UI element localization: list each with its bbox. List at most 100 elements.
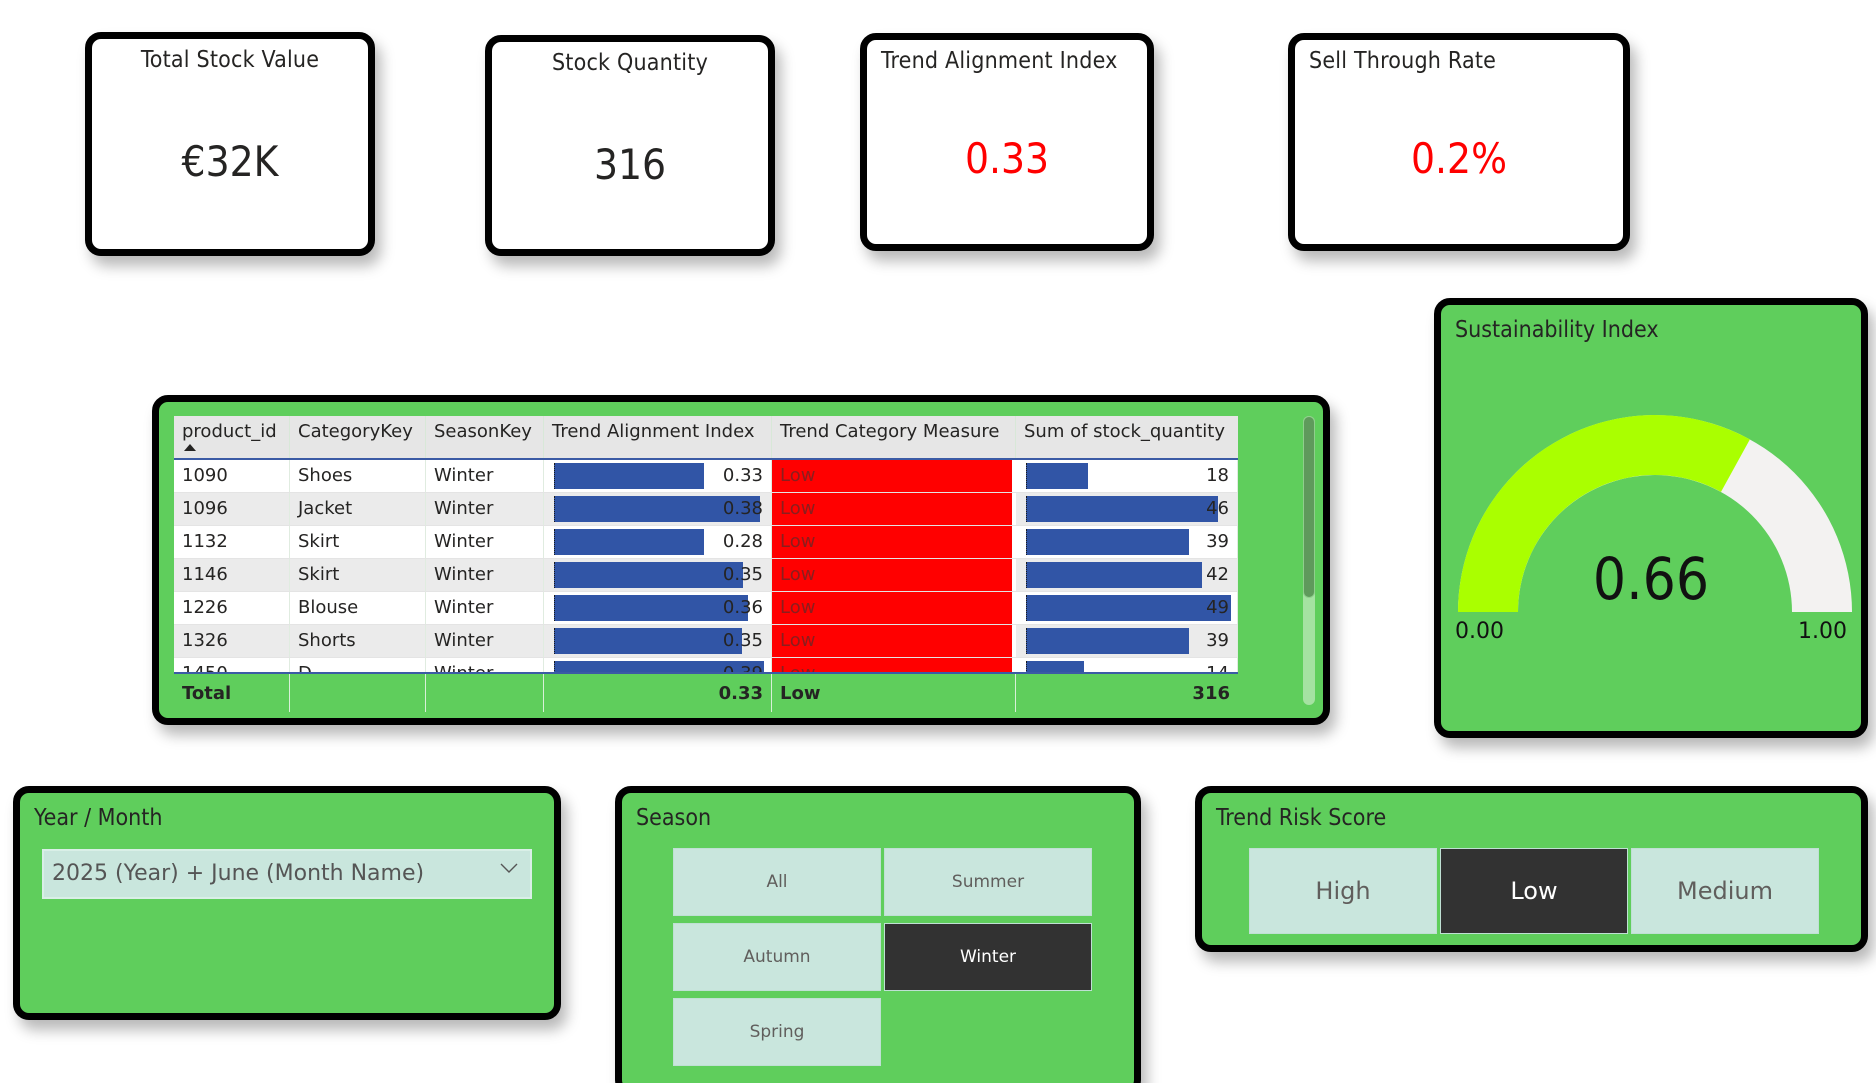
kpi-title: Trend Alignment Index [881,48,1118,74]
cell-tai: 0.33 [544,460,772,492]
data-bar [554,595,748,621]
cell-tai: 0.35 [544,625,772,657]
table-row[interactable]: 1132 Skirt Winter 0.28 Low 39 [174,526,1238,559]
cell-category: Blouse [290,592,426,624]
data-bar [554,496,760,522]
data-bar [554,562,743,588]
data-bar [1026,496,1218,522]
cell-trend-category: Low [772,460,1016,492]
cell-trend-category: Low [772,592,1016,624]
cell-stock: 18 [1016,460,1238,492]
data-bar [1026,661,1084,672]
table-row[interactable]: 1096 Jacket Winter 0.38 Low 46 [174,493,1238,526]
cell-trend-category: Low [772,625,1016,657]
risk-option-medium[interactable]: Medium [1631,848,1819,934]
table-scrollbar-thumb[interactable] [1303,416,1315,598]
product-table: product_id CategoryKey SeasonKey Trend A… [174,416,1238,712]
cell-trend-category: Low [772,658,1016,672]
cell-trend-category: Low [772,493,1016,525]
cell-category: Skirt [290,526,426,558]
cell-product-id: 1450 [174,658,290,672]
cell-season: Winter [426,658,544,672]
kpi-title: Sell Through Rate [1309,48,1497,74]
cell-tai: 0.28 [544,526,772,558]
slicer-title: Year / Month [34,805,163,831]
gauge-fill-arc [1458,415,1750,612]
column-header-trend-alignment-index[interactable]: Trend Alignment Index [544,416,772,458]
column-header-trend-category-measure[interactable]: Trend Category Measure [772,416,1016,458]
cell-season: Winter [426,592,544,624]
cell-season: Winter [426,493,544,525]
data-bar [1026,595,1231,621]
gauge-max-label: 1.00 [1798,619,1847,644]
cell-product-id: 1146 [174,559,290,591]
column-header-category-key[interactable]: CategoryKey [290,416,426,458]
cell-season: Winter [426,625,544,657]
table-row[interactable]: 1326 Shorts Winter 0.35 Low 39 [174,625,1238,658]
season-option-winter[interactable]: Winter [884,923,1092,991]
cell-category: Jacket [290,493,426,525]
column-header-product-id[interactable]: product_id [174,416,290,458]
kpi-value: 316 [593,140,667,189]
cell-category: D [290,658,426,672]
slicer-title: Season [636,805,712,831]
gauge-value: 0.66 [1592,545,1710,613]
chevron-down-icon [500,863,518,873]
data-bar [554,463,704,489]
dropdown-selected-value: 2025 (Year) + June (Month Name) [52,861,425,886]
cell-category: Shorts [290,625,426,657]
total-category [290,674,426,712]
table-body[interactable]: 1090 Shoes Winter 0.33 Low 18 1096 Jacke… [174,460,1238,672]
cell-trend-category: Low [772,526,1016,558]
total-tai: 0.33 [544,674,772,712]
year-month-slicer: Year / Month 2025 (Year) + June (Month N… [13,786,561,1020]
cell-stock: 39 [1016,526,1238,558]
table-row[interactable]: 1146 Skirt Winter 0.35 Low 42 [174,559,1238,592]
season-slicer: Season All Summer Autumn Winter Spring [615,786,1141,1083]
total-trend-category: Low [772,674,1016,712]
product-table-card: product_id CategoryKey SeasonKey Trend A… [152,395,1330,725]
cell-stock: 42 [1016,559,1238,591]
data-bar [1026,463,1088,489]
kpi-title: Stock Quantity [551,50,709,76]
total-label: Total [174,674,290,712]
sort-ascending-icon [184,444,196,451]
year-month-dropdown[interactable]: 2025 (Year) + June (Month Name) [42,849,532,899]
table-row[interactable]: 1090 Shoes Winter 0.33 Low 18 [174,460,1238,493]
cell-product-id: 1090 [174,460,290,492]
risk-option-high[interactable]: High [1249,848,1437,934]
gauge-title: Sustainability Index [1455,317,1659,343]
cell-tai: 0.36 [544,592,772,624]
cell-product-id: 1132 [174,526,290,558]
cell-product-id: 1326 [174,625,290,657]
kpi-value: 0.33 [964,134,1050,183]
cell-stock: 39 [1016,625,1238,657]
gauge-min-label: 0.00 [1455,619,1504,644]
kpi-value: 0.2% [1411,134,1507,183]
data-bar [1026,628,1189,654]
season-option-summer[interactable]: Summer [884,848,1092,916]
kpi-card-trend-alignment-index: Trend Alignment Index 0.33 [860,33,1154,251]
gauge-chart [1458,415,1852,612]
table-scrollbar[interactable] [1303,416,1315,705]
total-stock: 316 [1192,683,1230,704]
risk-option-low[interactable]: Low [1440,848,1628,934]
column-header-sum-stock-quantity[interactable]: Sum of stock_quantity [1024,421,1225,442]
cell-season: Winter [426,559,544,591]
cell-tai: 0.35 [544,559,772,591]
table-row[interactable]: 1226 Blouse Winter 0.36 Low 49 [174,592,1238,625]
cell-season: Winter [426,526,544,558]
cell-stock: 14 [1016,658,1238,672]
table-total-row: Total 0.33 Low 316 [174,672,1238,712]
season-option-autumn[interactable]: Autumn [673,923,881,991]
data-bar [1026,529,1189,555]
slicer-title: Trend Risk Score [1216,805,1387,831]
season-option-spring[interactable]: Spring [673,998,881,1066]
table-row[interactable]: 1450 D Winter 0.39 Low 14 [174,658,1238,672]
data-bar [554,628,742,654]
season-option-all[interactable]: All [673,848,881,916]
cell-tai: 0.39 [544,658,772,672]
data-bar [1026,562,1202,588]
column-header-season-key[interactable]: SeasonKey [426,416,544,458]
kpi-title: Total Stock Value [140,47,320,73]
